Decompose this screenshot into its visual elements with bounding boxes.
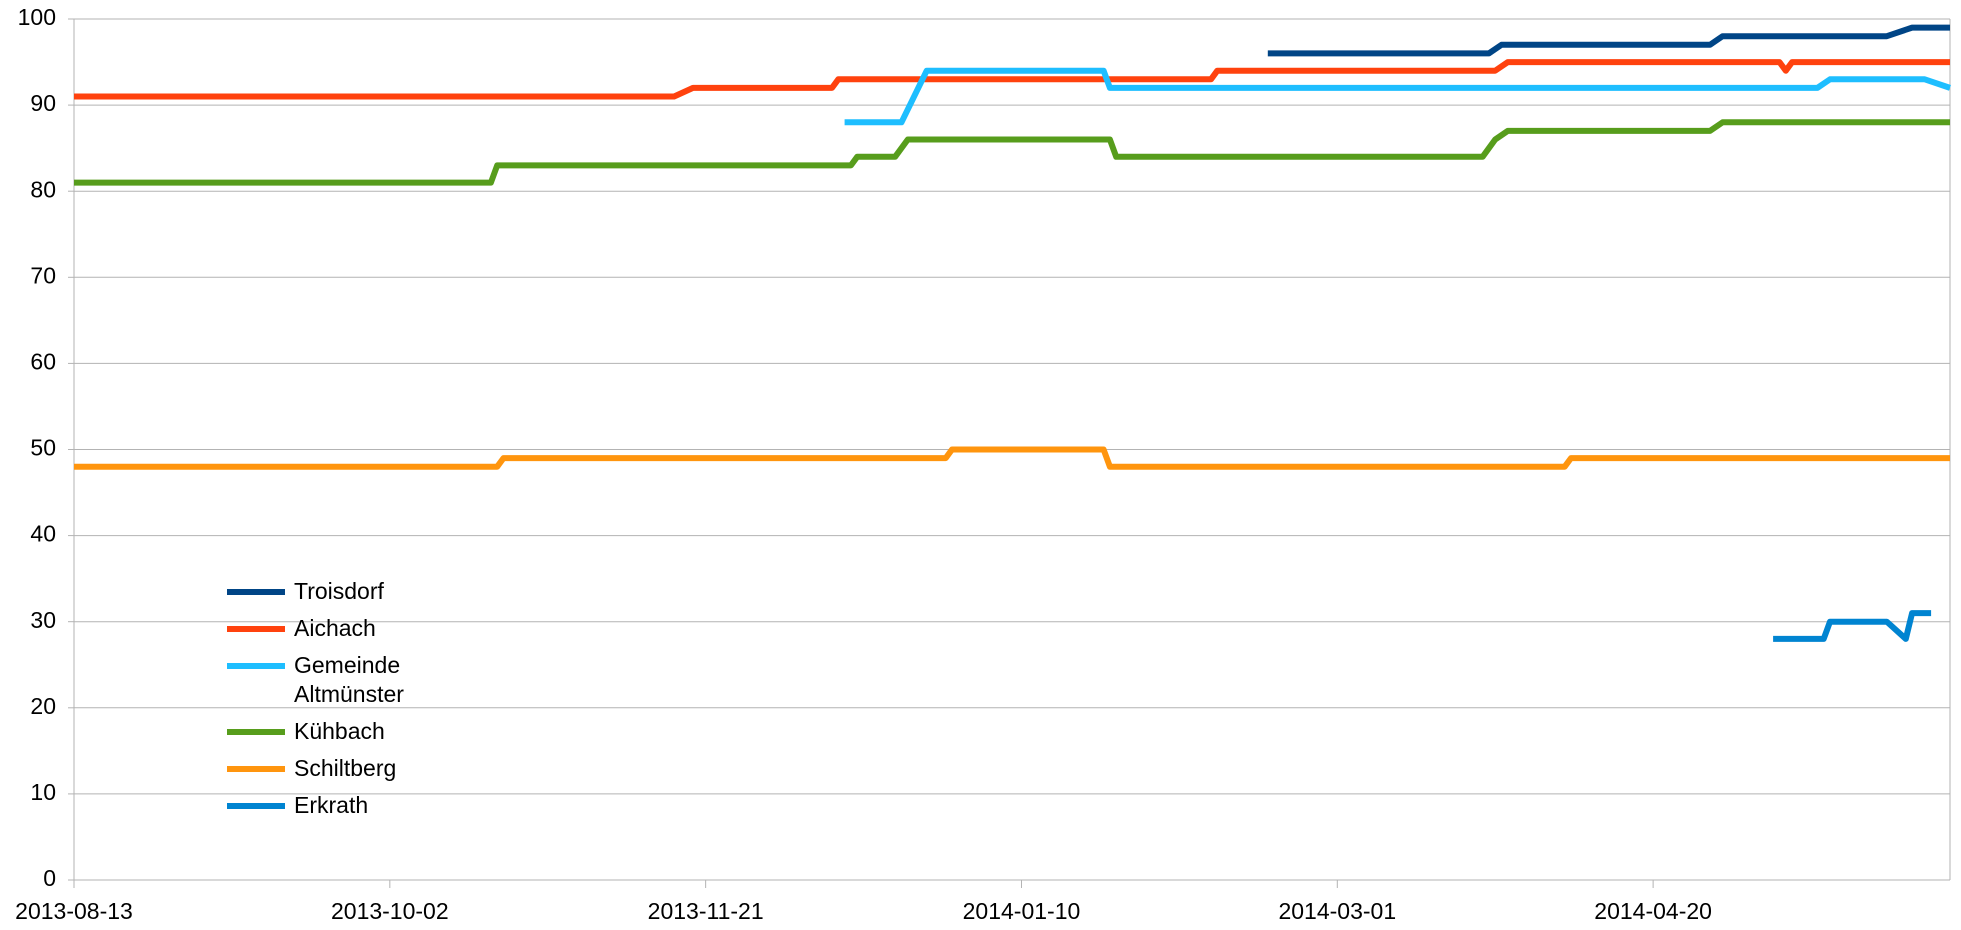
y-tick-label: 10 [30,779,56,805]
series-line [74,59,1950,100]
x-tick-label: 2014-03-01 [1278,898,1396,924]
series-line [74,446,1950,470]
legend-swatch [227,766,285,772]
legend-item: Troisdorf [227,577,434,606]
legend-swatch [227,589,285,595]
y-tick-label: 90 [30,90,56,116]
legend-label: Kühbach [294,718,385,744]
legend-swatch [227,626,285,632]
legend-label: Schiltberg [294,755,397,781]
legend-swatch [227,803,285,809]
y-tick-label: 30 [30,607,56,633]
legend-swatch [227,663,285,669]
y-tick-label: 80 [30,176,56,202]
x-tick-label: 2013-10-02 [331,898,449,924]
legend-label: Troisdorf [294,578,384,604]
legend-label: Aichach [294,615,376,641]
series-line [1773,610,1932,642]
x-tick-label: 2013-11-21 [648,898,764,924]
series-line [844,67,1951,126]
y-tick-label: 0 [43,865,56,891]
y-tick-label: 60 [30,348,56,374]
legend: Troisdorf Aichach Gemeinde Altmünster Kühba… [227,577,434,828]
legend-swatch [227,729,285,735]
legend-item: Erkrath [227,791,434,820]
x-tick-label: 2014-01-10 [963,898,1081,924]
series-line [74,119,1950,186]
legend-item: Kühbach [227,717,434,746]
legend-item: Aichach [227,614,434,643]
legend-label: Erkrath [294,792,369,818]
y-tick-label: 40 [30,521,56,547]
y-tick-label: 70 [30,262,56,288]
y-tick-label: 100 [18,4,56,30]
series-line [1267,24,1950,57]
y-tick-label: 20 [30,693,56,719]
x-tick-label: 2013-08-13 [15,898,133,924]
x-tick-label: 2014-04-20 [1594,898,1712,924]
legend-item: Gemeinde Altmünster [227,651,434,709]
y-tick-label: 50 [30,435,56,461]
legend-label: Gemeinde Altmünster [294,652,404,707]
legend-item: Schiltberg [227,754,434,783]
